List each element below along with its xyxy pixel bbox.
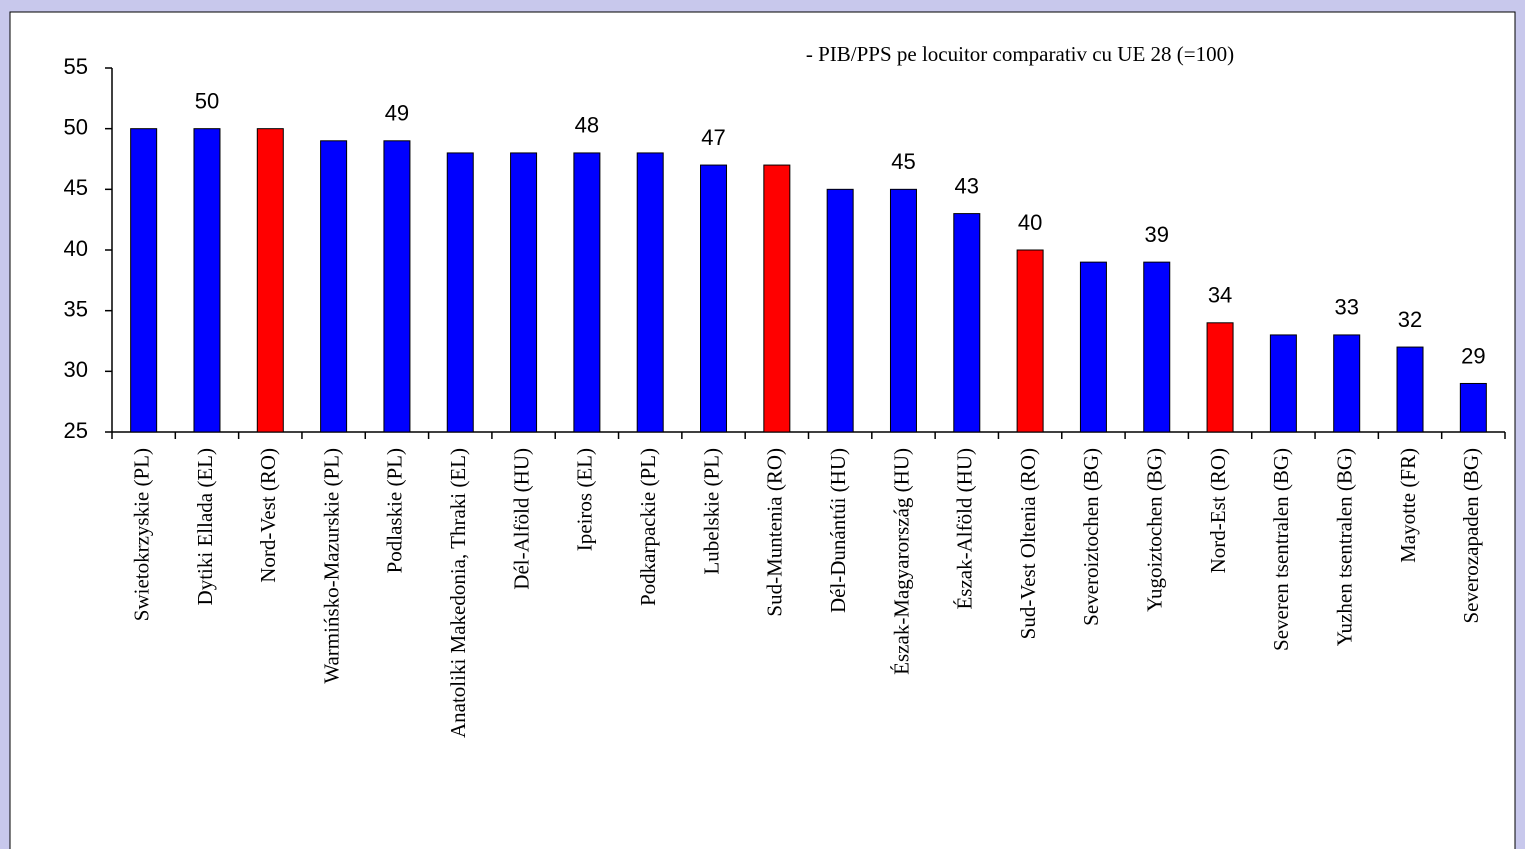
data-label: 47	[701, 125, 725, 150]
x-tick-label: Nord-Est (RO)	[1206, 448, 1230, 573]
x-tick-label: Sud-Vest Oltenia (RO)	[1016, 448, 1040, 639]
data-label: 29	[1461, 343, 1485, 368]
y-tick-label: 40	[64, 236, 88, 261]
data-label: 39	[1145, 222, 1169, 247]
data-label: 33	[1334, 295, 1358, 320]
x-tick-label: Dytiki Ellada (EL)	[193, 448, 217, 605]
data-label: 32	[1398, 307, 1422, 332]
y-tick-label: 50	[64, 114, 88, 139]
data-label: 49	[385, 101, 409, 126]
data-label: 48	[575, 113, 599, 138]
bar	[1459, 382, 1487, 433]
bar	[510, 152, 538, 433]
x-tick-label: Sud-Muntenia (RO)	[763, 448, 787, 617]
bar	[1143, 261, 1171, 433]
data-label: 50	[195, 88, 219, 113]
y-tick-label: 45	[64, 175, 88, 200]
x-tick-label: Podkarpackie (PL)	[636, 448, 660, 606]
x-tick-label: Severoiztochen (BG)	[1079, 448, 1103, 626]
x-tick-label: Nord-Vest (RO)	[256, 448, 280, 583]
bar	[256, 128, 284, 433]
bar	[953, 213, 981, 433]
x-tick-label: Yuzhen tsentralen (BG)	[1333, 448, 1357, 646]
x-tick-label: Dél-Alföld (HU)	[509, 448, 533, 590]
bar	[763, 164, 791, 433]
bar	[636, 152, 664, 433]
y-tick-label: 35	[64, 296, 88, 321]
data-label: 34	[1208, 283, 1232, 308]
data-label: 45	[891, 149, 915, 174]
bar	[1206, 322, 1234, 433]
x-tick-label: Észak-Magyarország (HU)	[889, 448, 913, 675]
chart-title: - PIB/PPS pe locuitor comparativ cu UE 2…	[806, 42, 1234, 66]
x-tick-label: Észak-Alföld (HU)	[953, 448, 977, 610]
bar	[383, 140, 411, 433]
x-tick-label: Dél-Dunántúi (HU)	[826, 448, 850, 613]
bar	[700, 164, 728, 433]
x-tick-label: Warmińsko-Mazurskie (PL)	[319, 448, 343, 684]
bar	[1079, 261, 1107, 433]
bar	[193, 128, 221, 433]
bar	[826, 188, 854, 433]
bar	[446, 152, 474, 433]
bar	[573, 152, 601, 433]
x-tick-label: Yugoiztochen (BG)	[1143, 448, 1167, 612]
x-tick-label: Severen tsentralen (BG)	[1269, 448, 1293, 651]
bar	[1269, 334, 1297, 433]
data-label: 43	[955, 173, 979, 198]
bar	[1333, 334, 1361, 433]
bar	[320, 140, 348, 433]
y-tick-label: 30	[64, 357, 88, 382]
x-tick-label: Mayotte (FR)	[1396, 448, 1420, 563]
bar	[1016, 249, 1044, 433]
x-tick-label: Anatoliki Makedonia, Thraki (EL)	[446, 448, 470, 738]
y-tick-label: 25	[64, 418, 88, 443]
x-tick-label: Swietokrzyskie (PL)	[129, 448, 153, 621]
y-tick-label: 55	[64, 54, 88, 79]
x-tick-label: Ipeiros (EL)	[573, 448, 597, 551]
data-label: 40	[1018, 210, 1042, 235]
x-tick-label: Lubelskie (PL)	[699, 448, 723, 575]
bar	[889, 188, 917, 433]
bar	[1396, 346, 1424, 433]
x-tick-label: Podlaskie (PL)	[383, 448, 407, 573]
x-tick-label: Severozapaden (BG)	[1459, 448, 1483, 624]
bar	[130, 128, 158, 433]
